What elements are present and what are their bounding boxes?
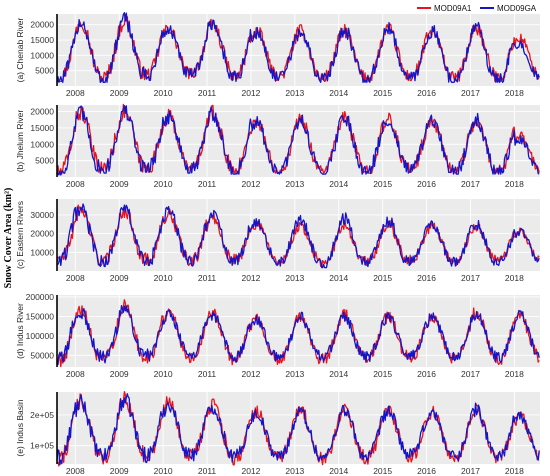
series-line-mod09ga (56, 12, 540, 83)
x-tick-label: 2008 (66, 369, 85, 379)
panel-label: (d) Indus River (15, 303, 25, 359)
x-tick-label: 2008 (66, 466, 85, 476)
y-tick-label: 10000 (30, 247, 54, 257)
panel-b-jhelum-river: 5000 10000 15000 20000 2008 2009 2010 2011 2012 2… (15, 103, 540, 189)
legend-label-mod09a1: MOD09A1 (434, 4, 472, 13)
x-tick-label: 2013 (285, 88, 304, 98)
y-tick-label: 20000 (30, 107, 54, 117)
panel-label: (c) Eastern Rivers (15, 201, 25, 269)
x-tick-label: 2014 (329, 369, 348, 379)
y-tick-label: 100000 (26, 331, 55, 341)
x-tick-label: 2010 (154, 88, 173, 98)
x-tick-label: 2013 (285, 273, 304, 283)
y-tick-label: 5000 (35, 66, 54, 76)
x-tick-label: 2015 (373, 466, 392, 476)
panel-d-indus-river: 50000 100000 150000 200000 2008 2009 2010 2011 2… (15, 292, 540, 379)
x-tick-label: 2011 (198, 88, 217, 98)
x-tick-label: 2009 (110, 88, 129, 98)
x-tick-label: 2018 (505, 273, 524, 283)
panel-label: (b) Jhelum River (15, 110, 25, 173)
x-tick-label: 2018 (505, 466, 524, 476)
x-tick-label: 2012 (241, 466, 260, 476)
x-tick-label: 2013 (285, 369, 304, 379)
x-tick-label: 2009 (110, 273, 129, 283)
y-tick-label: 1e+05 (30, 441, 54, 451)
panel-a-chenab-river: 5000 10000 15000 20000 2008 2009 2010 2011 2012 2… (15, 12, 540, 98)
y-axis-title: Snow Cover Area (km²) (3, 188, 14, 289)
y-tick-label: 30000 (30, 210, 54, 220)
y-tick-label: 15000 (30, 35, 54, 45)
x-tick-label: 2010 (154, 179, 173, 189)
panels: 5000 10000 15000 20000 2008 2009 2010 2011 2012 2… (15, 12, 540, 476)
x-tick-label: 2011 (198, 273, 217, 283)
x-tick-label: 2008 (66, 273, 85, 283)
x-tick-label: 2016 (417, 88, 436, 98)
y-tick-label: 10000 (30, 139, 54, 149)
panel-e-indus-basin: 1e+05 2e+05 2008 2009 2010 2011 2012 2013 2014 20… (15, 391, 540, 476)
x-tick-label: 2015 (373, 369, 392, 379)
panel-label: (e) Indus Basin (15, 399, 25, 456)
x-tick-label: 2018 (505, 369, 524, 379)
x-tick-label: 2010 (154, 273, 173, 283)
series-line-mod09ga (56, 393, 540, 466)
x-tick-label: 2016 (417, 369, 436, 379)
y-tick-label: 150000 (26, 311, 55, 321)
x-tick-label: 2009 (110, 179, 129, 189)
y-tick-label: 15000 (30, 123, 54, 133)
x-tick-label: 2018 (505, 88, 524, 98)
x-tick-label: 2017 (461, 466, 480, 476)
x-tick-label: 2017 (461, 179, 480, 189)
x-tick-label: 2012 (241, 369, 260, 379)
x-tick-label: 2008 (66, 88, 85, 98)
panel-c-eastern-rivers: 10000 20000 30000 2008 2009 2010 2011 2012 2013 2… (15, 199, 540, 283)
y-tick-label: 200000 (26, 292, 55, 302)
legend-label-mod09ga: MOD09GA (497, 4, 537, 13)
y-tick-label: 20000 (30, 229, 54, 239)
x-tick-label: 2017 (461, 369, 480, 379)
x-tick-label: 2016 (417, 466, 436, 476)
x-tick-label: 2018 (505, 179, 524, 189)
x-tick-label: 2014 (329, 273, 348, 283)
series-line-mod09ga (56, 203, 540, 269)
series-line-mod09ga (56, 104, 540, 176)
x-tick-label: 2010 (154, 466, 173, 476)
panel-label: (a) Chenab River (15, 17, 25, 82)
x-tick-label: 2016 (417, 179, 436, 189)
x-tick-label: 2010 (154, 369, 173, 379)
x-tick-label: 2012 (241, 88, 260, 98)
x-tick-label: 2009 (110, 466, 129, 476)
y-tick-label: 2e+05 (30, 410, 54, 420)
x-tick-label: 2016 (417, 273, 436, 283)
x-tick-label: 2014 (329, 179, 348, 189)
x-tick-label: 2012 (241, 179, 260, 189)
x-tick-label: 2014 (329, 88, 348, 98)
x-tick-label: 2014 (329, 466, 348, 476)
x-tick-label: 2012 (241, 273, 260, 283)
x-tick-label: 2017 (461, 273, 480, 283)
x-tick-label: 2013 (285, 466, 304, 476)
series-line-mod09ga (56, 305, 540, 366)
x-tick-label: 2015 (373, 273, 392, 283)
x-tick-label: 2009 (110, 369, 129, 379)
x-tick-label: 2013 (285, 179, 304, 189)
x-tick-label: 2017 (461, 88, 480, 98)
x-tick-label: 2011 (198, 466, 217, 476)
x-tick-label: 2015 (373, 88, 392, 98)
x-tick-label: 2011 (198, 369, 217, 379)
x-tick-label: 2015 (373, 179, 392, 189)
x-tick-label: 2011 (198, 179, 217, 189)
y-tick-label: 10000 (30, 50, 54, 60)
y-tick-label: 50000 (30, 350, 54, 360)
y-tick-label: 5000 (35, 156, 54, 166)
x-tick-label: 2008 (66, 179, 85, 189)
legend: MOD09A1 MOD09GA (417, 4, 537, 13)
y-tick-label: 20000 (30, 20, 54, 30)
